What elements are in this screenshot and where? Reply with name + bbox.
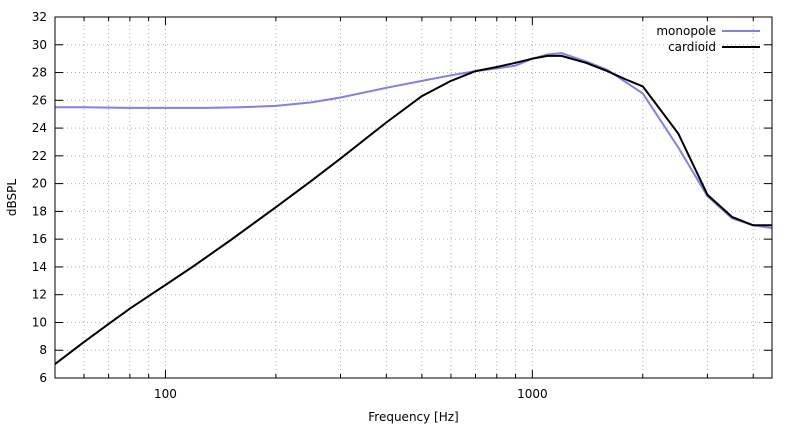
y-tick-label: 26 xyxy=(32,93,47,107)
y-tick-label: 6 xyxy=(39,371,47,385)
series-line-monopole xyxy=(55,52,773,229)
y-tick-label: 12 xyxy=(32,288,47,302)
y-tick-label: 22 xyxy=(32,149,47,163)
y-tick-label: 14 xyxy=(32,260,47,274)
y-tick-label: 30 xyxy=(32,38,47,52)
y-tick-label: 32 xyxy=(32,10,47,24)
legend-label-monopole: monopole xyxy=(656,24,716,38)
y-tick-label: 16 xyxy=(32,232,47,246)
y-tick-label: 20 xyxy=(32,177,47,191)
y-tick-label: 8 xyxy=(39,343,47,357)
plot-frame xyxy=(54,16,773,379)
x-tick-label: 1000 xyxy=(517,387,548,401)
y-tick-label: 10 xyxy=(32,315,47,329)
grid xyxy=(54,17,772,378)
x-axis-title: Frequency [Hz] xyxy=(368,410,459,424)
series-line-cardioid xyxy=(54,54,772,365)
y-tick-label: 28 xyxy=(32,66,47,80)
x-tick-label: 100 xyxy=(154,387,177,401)
y-tick-label: 18 xyxy=(32,204,47,218)
y-axis-title: dBSPL xyxy=(5,179,19,216)
series-lines xyxy=(54,52,773,365)
y-tick-label: 24 xyxy=(32,121,47,135)
axis-ticks: 100 1000 6 8 10 12 14 16 18 20 22 24 26 28 30 32 xyxy=(32,10,772,401)
legend: monopole cardioid xyxy=(656,24,760,54)
legend-label-cardioid: cardioid xyxy=(668,40,716,54)
